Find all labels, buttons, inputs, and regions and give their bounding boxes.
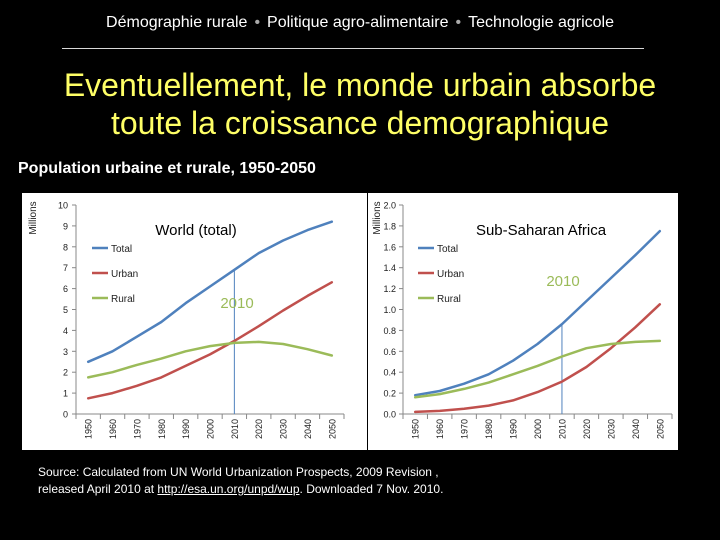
y-tick-label: 10 [58, 201, 68, 211]
x-tick-label: 2000 [533, 419, 543, 439]
x-tick-label: 1960 [435, 419, 445, 439]
y-tick-label: 8 [63, 242, 68, 252]
x-tick-label: 1990 [509, 419, 519, 439]
y-tick-label: 0.4 [383, 368, 396, 378]
x-tick-label: 1960 [108, 419, 118, 439]
y-tick-label: 4 [63, 326, 68, 336]
x-tick-label: 1970 [132, 419, 142, 439]
chart-panel-2: 0.0 0.2 0.4 0.6 0.8 1.0 1.2 1.4 1.6 1.8 2.0 1950 196… [368, 193, 678, 450]
x-tick-label: 1950 [411, 419, 421, 439]
y-tick-label: 0.0 [383, 410, 396, 420]
y-tick-label: 1.2 [383, 284, 396, 294]
nav-item-politique[interactable]: Politique agro-alimentaire [267, 14, 449, 31]
header-divider [62, 48, 644, 49]
source-link[interactable]: http://esa.un.org/unpd/wup [157, 482, 300, 496]
nav-separator: • [254, 14, 261, 31]
x-tick-label: 2020 [582, 419, 592, 439]
legend-label-urban: Urban [437, 269, 464, 280]
legend-label-total: Total [437, 244, 458, 255]
chart-panel-1: 0 1 2 3 4 5 6 7 8 9 10 1950 1960 1970 1980 1990 2000 2010… [22, 193, 367, 450]
source-line-2: released April 2010 at http://esa.un.org… [38, 481, 443, 498]
x-tick-label: 2040 [303, 419, 313, 439]
y-tick-label: 7 [63, 263, 68, 273]
y-tick-label: 0.6 [383, 347, 396, 357]
y-axis-title: Millions [372, 201, 383, 234]
y-axis-title: Millions [28, 201, 39, 234]
year-marker-label: 2010 [220, 295, 253, 312]
y-tick-label: 6 [63, 284, 68, 294]
y-tick-label: 1.4 [383, 263, 396, 273]
x-tick-label: 2040 [631, 419, 641, 439]
x-tick-label: 2010 [230, 419, 240, 439]
x-tick-label: 1980 [484, 419, 494, 439]
chart-title: World (total) [155, 222, 236, 239]
x-tick-label: 2010 [557, 419, 567, 439]
nav-item-technologie[interactable]: Technologie agricole [468, 14, 614, 31]
x-tick-label: 2050 [655, 419, 665, 439]
x-tick-label: 2030 [606, 419, 616, 439]
y-tick-label: 0.8 [383, 326, 396, 336]
y-tick-label: 1.0 [383, 305, 396, 315]
x-tick-label: 2030 [279, 419, 289, 439]
year-marker-label: 2010 [546, 273, 579, 290]
x-tick-label: 1950 [84, 419, 94, 439]
series-line-total [413, 229, 662, 397]
legend-label-urban: Urban [111, 269, 138, 280]
x-tick-label: 1970 [460, 419, 470, 439]
source-note: Source: Calculated from UN World Urbaniz… [38, 464, 443, 498]
chart-background [368, 193, 678, 450]
y-tick-label: 1.6 [383, 242, 396, 252]
x-tick-label: 2000 [206, 419, 216, 439]
legend-label-total: Total [111, 244, 132, 255]
x-tick-label: 1980 [157, 419, 167, 439]
source-line-2-prefix: released April 2010 at [38, 482, 158, 496]
y-tick-label: 0 [63, 410, 68, 420]
slide-title: Eventuellement, le monde urbain absorbe … [0, 66, 720, 142]
y-tick-label: 3 [63, 347, 68, 357]
source-line-1: Source: Calculated from UN World Urbaniz… [38, 465, 439, 479]
chart-background [22, 193, 367, 450]
x-tick-label: 1990 [181, 419, 191, 439]
y-tick-label: 5 [63, 305, 68, 315]
y-tick-label: 2 [63, 368, 68, 378]
x-tick-label: 2050 [327, 419, 337, 439]
slide-title-line-1: Eventuellement, le monde urbain absorbe [63, 67, 657, 103]
nav-item-demographie[interactable]: Démographie rurale [106, 14, 248, 31]
legend-label-rural: Rural [111, 294, 135, 305]
legend-label-rural: Rural [437, 294, 461, 305]
series-line-urban [86, 281, 334, 400]
y-tick-label: 0.2 [383, 389, 396, 399]
series-line-rural [86, 340, 334, 379]
top-navigation: Démographie rurale • Politique agro-alimen… [0, 14, 720, 32]
y-tick-label: 1 [63, 389, 68, 399]
series-line-total [86, 220, 334, 364]
chart-section-heading: Population urbaine et rurale, 1950-2050 [18, 160, 316, 177]
y-tick-label: 2.0 [383, 201, 396, 211]
source-line-2-suffix: . Downloaded 7 Nov. 2010. [299, 482, 444, 496]
y-tick-label: 1.8 [383, 221, 396, 231]
slide-title-line-2: toute la croissance demographique [110, 105, 610, 141]
series-line-urban [413, 303, 662, 414]
nav-separator: • [455, 14, 462, 31]
x-tick-label: 2020 [254, 419, 264, 439]
y-tick-label: 9 [63, 221, 68, 231]
series-line-rural [413, 339, 662, 399]
chart-title: Sub-Saharan Africa [476, 222, 607, 239]
